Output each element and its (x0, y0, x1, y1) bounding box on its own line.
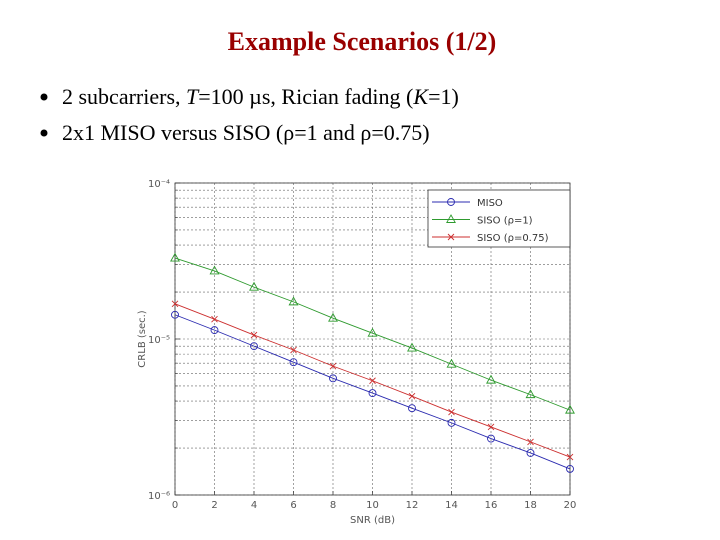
x-tick-label: 18 (524, 500, 537, 511)
marker (367, 327, 378, 337)
x-tick-label: 0 (172, 500, 178, 511)
y-tick-label: 10⁻⁵ (148, 335, 170, 346)
x-axis-label: SNR (dB) (350, 515, 395, 526)
marker (171, 310, 179, 319)
marker (446, 358, 457, 368)
plot-frame (174, 182, 571, 496)
marker (408, 392, 416, 400)
y-tick-label: 10⁻⁴ (148, 179, 170, 190)
bullet-text: 2x1 MISO versus SISO (ρ=1 and ρ=0.75) (62, 120, 430, 145)
x-tick-label: 12 (406, 500, 419, 511)
marker (329, 362, 337, 370)
x-tick-label: 10 (366, 500, 379, 511)
bullet-text: 2 subcarriers, T=100 µs, Rician fading (… (62, 84, 459, 109)
marker (369, 377, 376, 385)
marker (408, 404, 416, 413)
marker (448, 408, 455, 416)
legend-label: MISO (477, 198, 503, 209)
chart: 0 2 4 6 8 10 12 14 16 18 20 10⁻⁴ 10⁻⁵ 10⁻⁶ SNR (dB) CRL… (137, 179, 576, 526)
x-tick-label: 8 (330, 500, 336, 511)
x-tick-label: 2 (211, 500, 217, 511)
marker (290, 346, 297, 354)
legend-label: SISO (ρ=1) (477, 216, 533, 227)
marker (288, 296, 299, 306)
x-tick-label: 16 (485, 500, 498, 511)
x-tick-label: 20 (564, 500, 577, 511)
marker (565, 404, 575, 414)
marker (447, 198, 455, 206)
bullet-part: T (186, 84, 200, 109)
bullet-part: =1) (428, 84, 459, 109)
marker (210, 326, 219, 335)
bullet-part: =100 µs, Rician fading ( (198, 84, 413, 109)
marker (447, 233, 455, 241)
bullet-dot (40, 93, 48, 101)
x-tick-label: 14 (445, 500, 458, 511)
marker (447, 418, 456, 427)
marker (289, 358, 298, 367)
marker (171, 300, 179, 308)
marker (209, 265, 220, 275)
marker (487, 423, 495, 431)
marker (170, 252, 180, 262)
series-line (174, 314, 571, 470)
legend-label: SISO (ρ=0.75) (477, 233, 549, 244)
y-axis-label: CRLB (sec.) (137, 310, 148, 367)
marker (566, 453, 574, 461)
y-tick-label: 10⁻⁶ (148, 491, 170, 502)
bullet-part: 2 subcarriers, (62, 84, 186, 109)
marker (407, 342, 417, 352)
marker (250, 342, 258, 351)
marker (211, 315, 218, 323)
x-tick-label: 4 (251, 500, 257, 511)
bullet-dot (40, 129, 48, 137)
slide-title: Example Scenarios (1/2) (228, 27, 497, 56)
series-line (174, 257, 571, 411)
marker (329, 374, 337, 383)
x-tick-label: 6 (290, 500, 296, 511)
marker (527, 438, 534, 446)
marker (368, 389, 377, 398)
marker (526, 449, 535, 457)
marker (487, 434, 495, 443)
marker (446, 214, 456, 223)
marker (486, 374, 496, 384)
bullet-part: K (412, 84, 429, 109)
marker (525, 389, 536, 399)
marker (250, 331, 258, 339)
marker (249, 281, 259, 291)
marker (328, 312, 338, 322)
marker (566, 464, 574, 473)
